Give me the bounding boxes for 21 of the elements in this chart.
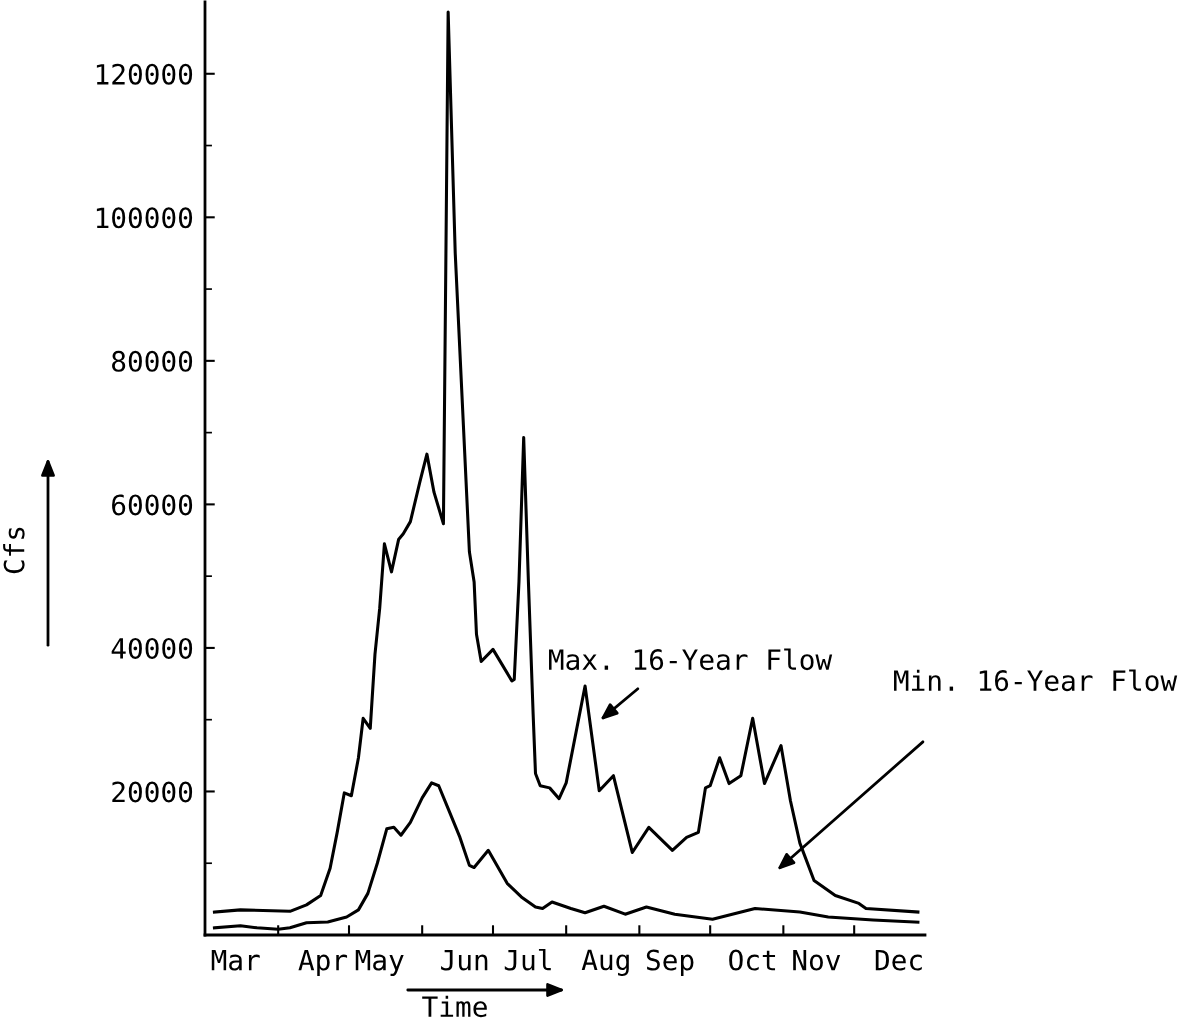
y-tick-label: 100000 (96, 207, 193, 229)
y-axis-title: Cfs (3, 527, 25, 574)
x-axis-title: Time (422, 995, 487, 1018)
x-tick-label: May (355, 949, 404, 976)
y-tick-label: 20000 (112, 781, 193, 803)
x-tick-label: Apr (298, 949, 348, 976)
x-tick-label: Jun (441, 949, 488, 971)
y-tick-label: 60000 (112, 494, 193, 516)
x-tick-label: Aug (581, 949, 629, 976)
x-tick-label: Jul (504, 948, 551, 971)
y-tick-label: 120000 (96, 63, 193, 85)
annotation: Min. 16-Year Flow (894, 669, 1178, 692)
x-tick-label: Dec (875, 949, 922, 971)
y-tick-label: 80000 (112, 350, 193, 372)
x-tick-label: Sep (646, 949, 694, 976)
annotation: Max. 16-Year Flow (549, 648, 833, 671)
y-tick-label: 40000 (111, 637, 193, 659)
x-tick-label: Oct (729, 949, 776, 971)
line-series (212, 781, 920, 931)
x-tick-label: Nov (793, 949, 841, 971)
x-tick-label: Mar (211, 949, 260, 971)
